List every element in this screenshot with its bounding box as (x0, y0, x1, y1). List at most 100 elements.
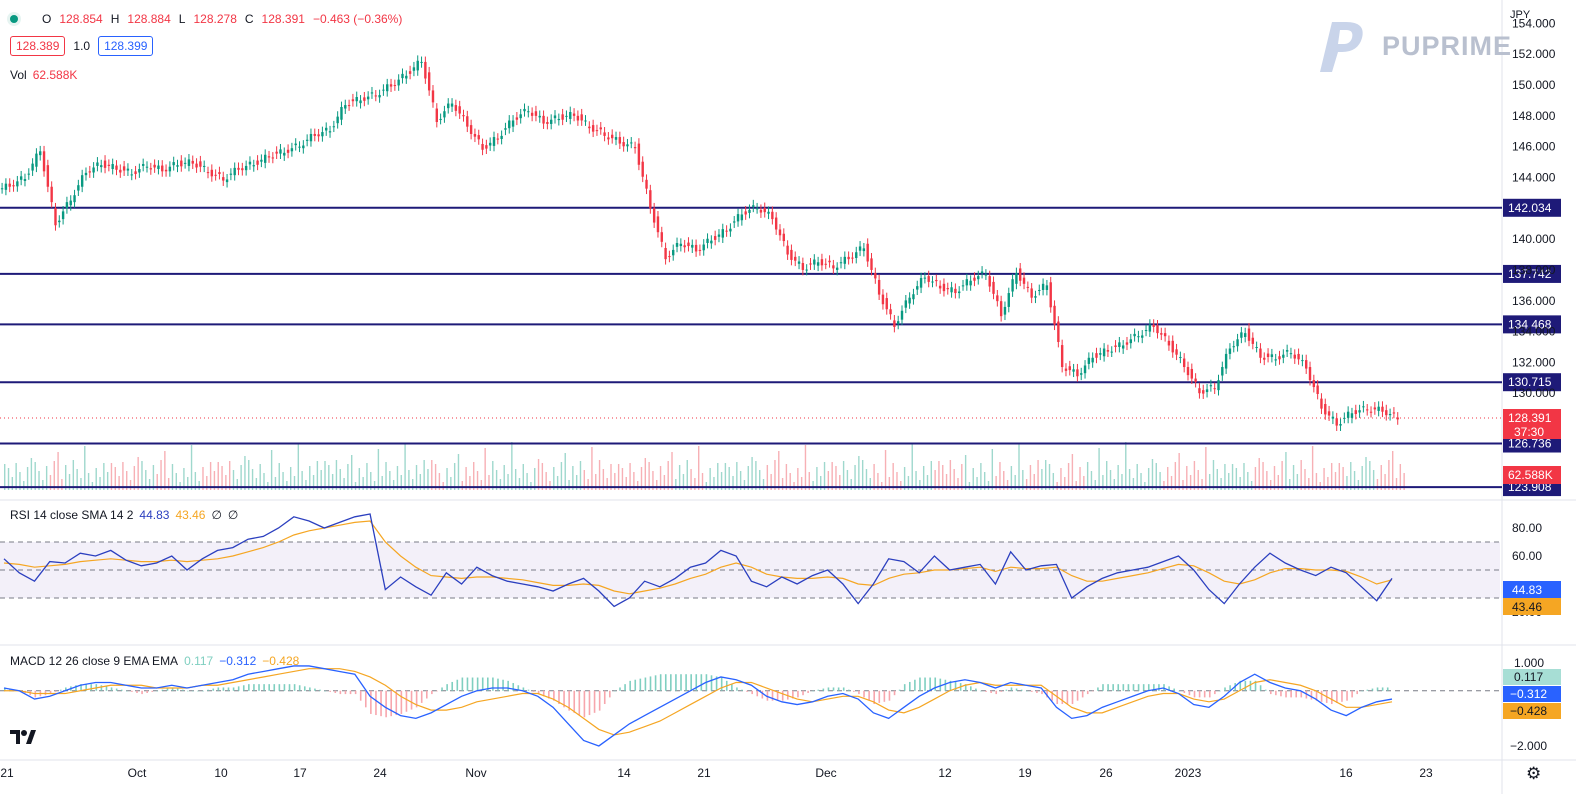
candle (1232, 346, 1235, 348)
volume-bar (728, 467, 730, 490)
brand-mark-icon (1320, 22, 1363, 72)
volume-bar (1346, 476, 1348, 490)
volume-bar (1014, 475, 1016, 490)
volume-bar (289, 467, 292, 490)
macd-axis-tick: −2.000 (1510, 739, 1547, 753)
macd-histogram-bar (59, 689, 62, 691)
candle (1041, 283, 1045, 290)
candle (1373, 407, 1377, 410)
candle (561, 114, 564, 120)
tradingview-logo-icon[interactable] (10, 728, 40, 750)
volume-bar (49, 475, 52, 490)
volume-bar (1304, 469, 1306, 490)
volume-bar (701, 473, 704, 490)
candle (938, 285, 942, 289)
volume-bar (587, 479, 589, 490)
candle (355, 96, 358, 102)
volume-bar (781, 478, 784, 490)
candle (618, 137, 622, 144)
candle (851, 257, 854, 259)
macd-histogram-bar (1000, 690, 1003, 692)
macd-histogram-bar (1041, 690, 1043, 695)
macd-histogram-bar (1249, 680, 1252, 691)
volume-bar (328, 465, 330, 490)
volume-bar (717, 463, 719, 490)
candle (344, 105, 347, 109)
candle (954, 288, 957, 294)
volume-bar (7, 468, 10, 490)
volume-bar (1048, 464, 1051, 490)
macd-histogram-bar (334, 690, 337, 693)
macd-histogram-bar (639, 678, 642, 691)
candle (710, 240, 713, 244)
ohlc-high-value: 128.884 (127, 12, 171, 26)
macd-histogram-bar (80, 684, 82, 691)
candle (214, 174, 217, 176)
candle (500, 135, 503, 139)
candle (1255, 346, 1258, 348)
macd-histogram-bar (120, 689, 123, 691)
macd-histogram-bar (100, 685, 103, 691)
candle (412, 67, 416, 71)
candle (305, 139, 309, 141)
buy-price-button[interactable]: 128.399 (98, 36, 154, 56)
rsi-legend[interactable]: RSI 14 close SMA 14 2 44.83 43.46 ∅ ∅ (10, 508, 238, 522)
macd-histogram-bar (908, 681, 911, 691)
volume-bar (983, 472, 986, 490)
macd-histogram-bar (939, 678, 942, 691)
volume-bar (312, 475, 315, 490)
volume-bar (667, 461, 669, 490)
candle (153, 164, 156, 168)
candle (378, 95, 381, 98)
volume-bar (1269, 480, 1272, 490)
macd-histogram-bar (1290, 690, 1292, 698)
volume-bar (122, 462, 124, 490)
volume-bar (808, 472, 810, 490)
volume-bar (865, 469, 868, 490)
ohlc-low-value: 128.278 (193, 12, 237, 26)
volume-bar (99, 477, 101, 490)
volume-bar (1208, 474, 1211, 490)
candle (786, 245, 789, 255)
candle (1278, 356, 1281, 360)
settings-gear-icon[interactable]: ⚙ (1526, 764, 1542, 783)
macd-histogram-bar (1076, 690, 1079, 701)
candle (546, 122, 549, 124)
macd-histogram-bar (1214, 690, 1216, 695)
macd-histogram-bar (619, 687, 621, 691)
volume-bar (1376, 479, 1379, 490)
macd-histogram-bar (425, 690, 428, 699)
price-axis-tick: 152.000 (1512, 47, 1556, 61)
volume-bar (907, 476, 910, 490)
volume-bar (457, 454, 460, 490)
time-axis-label: 10 (214, 766, 228, 780)
volume-bar (846, 470, 849, 490)
candle (675, 242, 679, 247)
candle (599, 127, 602, 130)
volume-bar (236, 479, 239, 490)
volume-bar (1231, 464, 1234, 490)
volume-bar (957, 478, 959, 490)
volume-bar (694, 478, 696, 490)
volume-bar (759, 470, 761, 490)
macd-histogram-bar (1081, 690, 1084, 698)
macd-histogram-bar (1341, 690, 1343, 702)
macd-histogram-bar (75, 685, 77, 691)
candle (1346, 411, 1350, 418)
candle (382, 89, 385, 91)
volume-bar (614, 473, 616, 490)
macd-histogram-bar (1254, 680, 1257, 691)
macd-histogram-bar (1259, 685, 1262, 691)
macd-histogram-bar (822, 688, 825, 691)
sell-price-button[interactable]: 128.389 (10, 36, 66, 56)
volume-bar (820, 476, 822, 490)
volume-bar (1273, 466, 1276, 490)
volume-bar (335, 460, 338, 490)
macd-histogram-bar (720, 677, 723, 691)
volume-bar (972, 468, 974, 490)
macd-legend[interactable]: MACD 12 26 close 9 EMA EMA 0.117 −0.312 … (10, 654, 299, 668)
macd-histogram-bar (893, 690, 896, 696)
rsi-legend-extra-2: ∅ (227, 508, 239, 522)
